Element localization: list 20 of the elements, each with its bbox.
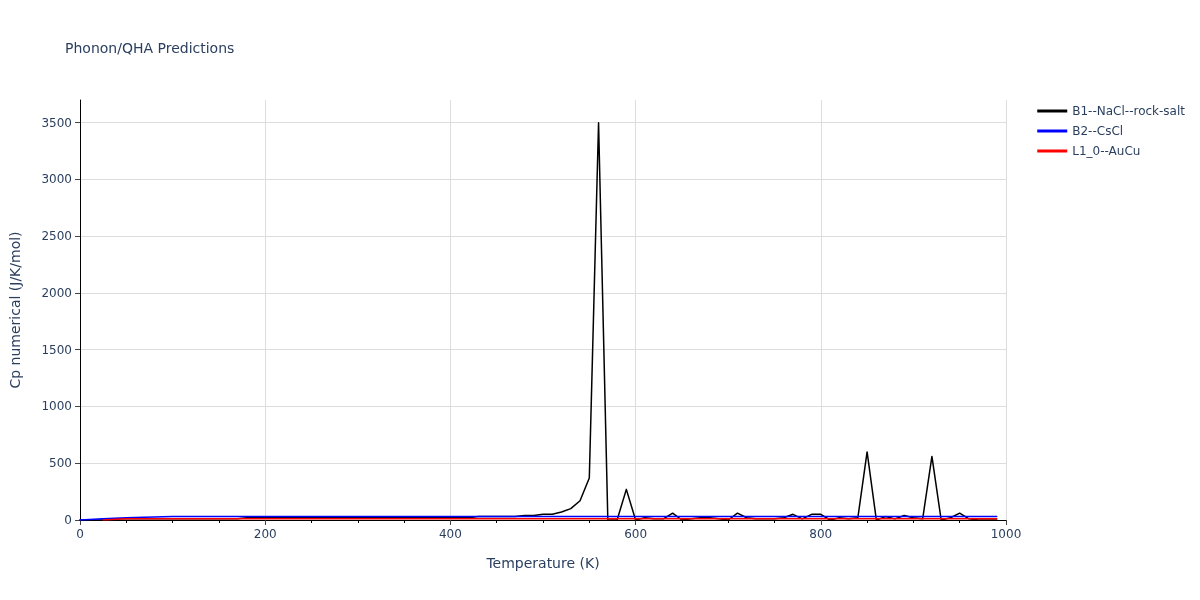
- legend-label: B2--CsCl: [1072, 124, 1124, 138]
- legend-label: L1_0--AuCu: [1072, 144, 1141, 158]
- x-tick-label: 600: [624, 527, 648, 541]
- y-tick-label: 0: [64, 513, 72, 527]
- y-tick-label: 500: [49, 456, 72, 471]
- y-tick-label: 2000: [41, 285, 72, 300]
- y-axis-title: Cp numerical (J/K/mol): [7, 231, 23, 389]
- x-tick-label: 800: [809, 527, 833, 541]
- y-tick-label: 3500: [41, 115, 72, 130]
- x-tick-label: 200: [253, 527, 277, 541]
- x-tick-label: 1000: [990, 527, 1022, 541]
- x-tick-label: 0: [76, 527, 84, 541]
- x-tick-label: 400: [438, 527, 462, 541]
- chart-title: Phonon/QHA Predictions: [65, 40, 235, 56]
- y-tick-label: 1500: [41, 342, 72, 357]
- y-tick-label: 2500: [41, 229, 72, 244]
- legend-label: B1--NaCl--rock-salt: [1072, 104, 1186, 118]
- x-axis-title: Temperature (K): [485, 555, 600, 571]
- y-tick-label: 3000: [41, 172, 72, 187]
- y-tick-label: 1000: [41, 399, 72, 414]
